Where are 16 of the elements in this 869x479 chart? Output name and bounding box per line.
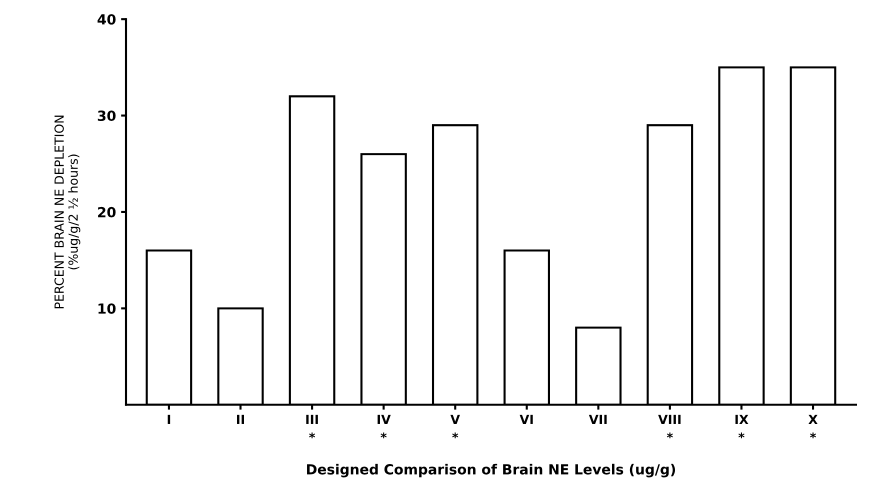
x-tick-label: VII (588, 414, 607, 424)
x-tick-label: III * (306, 414, 318, 438)
x-tick-label: IV * (378, 414, 391, 438)
x-tick-label: VI (520, 414, 533, 424)
x-tick-label: V * (450, 414, 460, 438)
y-tick-label: 30 (98, 110, 116, 122)
y-tick-label: 10 (98, 303, 116, 314)
x-tick-label: VIII * (658, 414, 681, 438)
x-axis-title: Designed Comparison of Brain NE Levels (ug/g) (307, 464, 676, 478)
x-tick-label: II (237, 414, 244, 424)
x-tick-label: I (168, 414, 170, 424)
x-tick-label: X * (808, 414, 818, 438)
y-tick-label: 40 (98, 14, 116, 25)
x-tick-label: IX * (735, 414, 748, 438)
y-tick-label: 20 (98, 206, 116, 218)
y-axis-title: PERCENT BRAIN NE DEPLETION (%ug/g/2 ½ hours) (54, 116, 80, 308)
